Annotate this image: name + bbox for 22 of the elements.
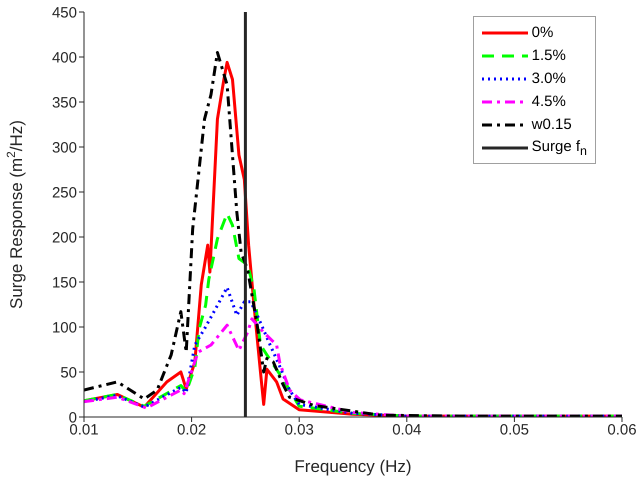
x-axis-title: Frequency (Hz) <box>294 457 412 476</box>
x-tick-label: 0.01 <box>69 422 99 439</box>
legend-label: 4.5% <box>532 93 566 110</box>
y-tick-label: 100 <box>52 319 77 336</box>
y-tick-label: 450 <box>52 4 77 22</box>
legend-label: 0% <box>532 24 554 41</box>
y-tick-label: 250 <box>52 184 77 202</box>
x-tick-label: 0.05 <box>500 422 529 439</box>
x-tick-label: 0.04 <box>392 422 422 439</box>
legend-label: w0.15 <box>532 116 572 133</box>
y-tick-label: 200 <box>52 229 77 246</box>
x-tick-label: 0.02 <box>177 422 206 439</box>
x-tick-label: 0.06 <box>607 422 636 439</box>
y-tick-label: 150 <box>52 274 77 292</box>
y-tick-label: 300 <box>52 139 77 156</box>
legend-label: Surge f$_{n}$ <box>532 138 587 158</box>
y-tick-label: 400 <box>52 49 77 66</box>
y-tick-label: 50 <box>60 364 77 382</box>
y-tick-label: 350 <box>52 94 77 112</box>
legend-label: 1.5% <box>532 47 566 64</box>
legend-label: 3.0% <box>532 70 566 87</box>
x-tick-label: 0.03 <box>284 422 314 439</box>
